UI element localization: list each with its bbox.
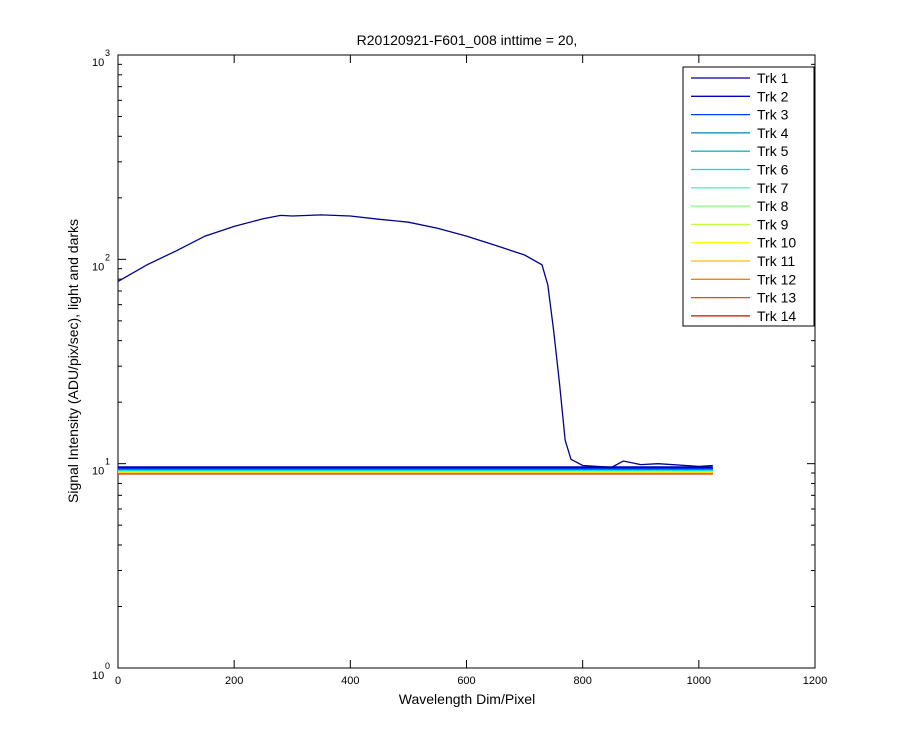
y-tick-label: 10: [92, 261, 104, 273]
x-tick-label: 1000: [687, 675, 711, 687]
y-tick-label: 10: [92, 466, 104, 478]
y-tick-label: 10: [92, 670, 104, 682]
legend-label-trk-9: Trk 9: [757, 216, 789, 232]
y-axis-label: Signal Intensity (ADU/pix/sec), light an…: [65, 219, 81, 503]
legend-label-trk-11: Trk 11: [757, 253, 795, 269]
legend-label-trk-4: Trk 4: [757, 125, 789, 141]
y-tick-exponent: 0: [105, 661, 110, 671]
legend-label-trk-14: Trk 14: [757, 308, 796, 324]
x-tick-label: 200: [225, 675, 243, 687]
y-tick-label: 10: [92, 57, 104, 69]
chart-title: R20120921-F601_008 inttime = 20,: [357, 32, 578, 48]
legend-label-trk-1: Trk 1: [757, 70, 789, 86]
y-tick-exponent: 3: [105, 48, 110, 58]
y-tick-exponent: 1: [105, 457, 110, 467]
legend-label-trk-13: Trk 13: [757, 290, 796, 306]
x-tick-label: 1200: [803, 675, 827, 687]
legend-label-trk-3: Trk 3: [757, 107, 789, 123]
y-tick-exponent: 2: [105, 252, 110, 262]
legend-label-trk-8: Trk 8: [757, 198, 789, 214]
legend-label-trk-2: Trk 2: [757, 88, 789, 104]
series-line-trk-1: [117, 214, 713, 468]
x-axis-label: Wavelength Dim/Pixel: [399, 691, 535, 707]
legend: Trk 1 Trk 2 Trk 3 Trk 4 Trk 5 Trk 6 Trk 7 Trk 8…: [682, 66, 815, 327]
x-tick-label: 0: [115, 675, 121, 687]
legend-label-trk-6: Trk 6: [757, 162, 789, 178]
legend-label-trk-5: Trk 5: [757, 143, 789, 159]
x-tick-label: 400: [341, 675, 359, 687]
x-tick-label: 800: [573, 675, 591, 687]
legend-label-trk-7: Trk 7: [757, 180, 789, 196]
legend-label-trk-10: Trk 10: [757, 235, 796, 251]
legend-box: [682, 66, 815, 327]
x-tick-label: 600: [457, 675, 475, 687]
legend-label-trk-12: Trk 12: [757, 271, 796, 287]
